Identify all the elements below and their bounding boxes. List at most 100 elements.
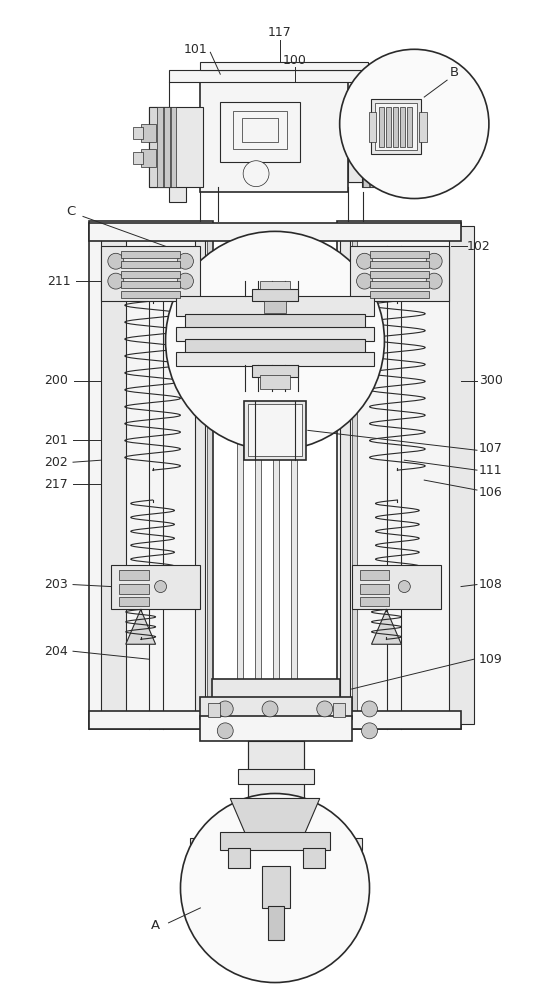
Text: 300: 300 [479,374,503,387]
Bar [212,679,340,699]
Bar [101,226,126,724]
Bar [185,314,364,328]
Bar [133,127,143,139]
Bar [228,848,250,868]
Polygon shape [230,798,320,833]
Text: 204: 204 [44,645,68,658]
Polygon shape [371,609,401,644]
Bar [164,107,170,187]
Text: 102: 102 [467,240,491,253]
Bar [291,231,297,684]
Bar [264,301,286,313]
Bar [252,365,298,377]
Bar [330,848,348,880]
Bar [370,291,429,298]
Bar [121,281,181,288]
Bar [200,62,368,70]
Bar [359,597,389,606]
Bar [449,226,474,724]
Bar [121,291,181,298]
Bar [205,848,223,880]
Circle shape [108,273,124,289]
Bar [273,231,279,684]
Bar [303,848,325,868]
Bar [359,570,389,580]
Bar [168,70,399,82]
Bar [370,261,429,268]
Bar [237,231,243,684]
Bar [171,107,177,187]
Bar [119,584,149,594]
Bar [336,221,461,729]
Bar [168,162,377,182]
Bar [121,251,181,258]
Circle shape [243,161,269,187]
Text: B: B [450,66,458,79]
Bar [156,107,162,187]
Bar [233,111,287,149]
Bar [119,597,149,606]
Bar [370,281,429,288]
Bar [262,866,290,908]
Text: A: A [151,919,160,932]
Circle shape [362,723,377,739]
Bar [400,107,405,147]
Bar [408,107,412,147]
Bar [424,127,434,139]
Bar [200,716,352,741]
Text: 211: 211 [47,275,71,288]
Bar [200,82,348,192]
Bar [208,703,220,717]
Bar [340,226,350,724]
Bar [242,118,278,142]
Bar [424,152,434,164]
Bar [352,226,357,724]
Bar [369,112,376,142]
Text: 100: 100 [283,54,307,67]
Bar [207,226,212,724]
Circle shape [177,273,194,289]
Bar [333,703,345,717]
Bar [220,102,300,162]
Text: 200: 200 [44,374,68,387]
Bar [244,401,306,460]
Circle shape [217,723,233,739]
Bar [119,570,149,580]
Circle shape [398,581,410,593]
Text: 111: 111 [479,464,503,477]
Bar [149,107,203,187]
Bar [190,838,362,850]
Text: 202: 202 [44,456,68,469]
Bar [370,251,429,258]
Bar [111,565,200,609]
Bar [101,246,200,301]
Circle shape [262,701,278,717]
Bar [195,226,205,724]
Bar [370,271,429,278]
Text: C: C [66,205,75,218]
Bar [375,103,417,150]
Bar [260,375,290,389]
Circle shape [155,581,166,593]
Text: 201: 201 [44,434,68,447]
Text: 106: 106 [479,486,503,499]
Circle shape [177,253,194,269]
Bar [89,711,461,729]
Bar [255,231,261,684]
Polygon shape [126,609,155,644]
Bar [238,769,314,784]
Text: 217: 217 [44,478,68,491]
Circle shape [426,273,442,289]
Bar [363,107,369,187]
Bar [149,107,168,187]
Bar [414,124,429,142]
Bar [176,352,375,366]
Bar [185,339,364,353]
Circle shape [217,701,233,717]
Text: 101: 101 [184,43,207,56]
Circle shape [317,701,333,717]
Bar [121,271,181,278]
Bar [220,832,330,850]
Bar [141,149,155,167]
Circle shape [357,253,373,269]
